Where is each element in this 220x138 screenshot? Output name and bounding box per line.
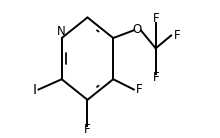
Text: F: F <box>152 12 159 25</box>
Text: I: I <box>33 83 37 96</box>
Text: F: F <box>174 29 180 42</box>
Text: F: F <box>136 83 142 96</box>
Text: O: O <box>132 22 142 35</box>
Text: N: N <box>57 25 66 38</box>
Text: F: F <box>152 71 159 84</box>
Text: F: F <box>84 123 91 136</box>
